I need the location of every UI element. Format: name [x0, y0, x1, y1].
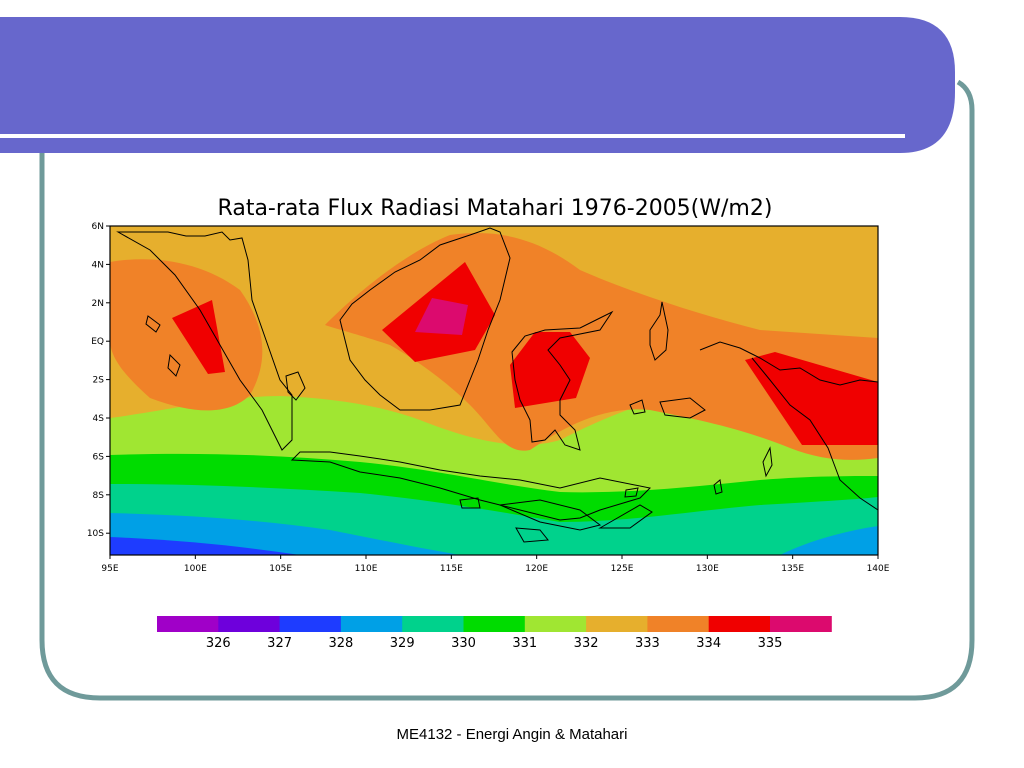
lon-tick-label: 125E — [611, 564, 634, 574]
map-border — [109, 225, 879, 556]
tick-marks — [106, 225, 879, 559]
lon-tick-label: 105E — [269, 564, 292, 574]
lat-tick-label: 6S — [93, 452, 105, 462]
flux-map: 95E 100E 105E 110E 115E 120E 125E 130E 135E 140E … — [87, 222, 890, 574]
band-335-papua — [745, 352, 878, 445]
lat-tick-label: 2N — [92, 299, 104, 309]
legend-label: 327 — [267, 636, 292, 651]
lat-tick-label: 4N — [92, 260, 104, 270]
band-334 — [110, 233, 878, 460]
longitude-labels: 95E 100E 105E 110E 115E 120E 125E 130E 135E 140E — [101, 564, 889, 574]
legend-label: 334 — [696, 636, 721, 651]
lon-tick-label: 130E — [696, 564, 719, 574]
legend-swatch — [279, 616, 342, 632]
map-title: Rata-rata Flux Radiasi Matahari 1976-200… — [218, 196, 773, 221]
legend-swatch — [157, 616, 219, 632]
legend-label: 328 — [328, 636, 353, 651]
legend-swatch — [586, 616, 648, 632]
legend-label: 330 — [451, 636, 476, 651]
header-band — [0, 17, 955, 153]
legend-label: 326 — [206, 636, 231, 651]
legend-label: 335 — [758, 636, 783, 651]
legend-swatch — [218, 616, 281, 632]
lon-tick-label: 120E — [525, 564, 548, 574]
coastlines — [116, 227, 878, 543]
slide-footer: ME4132 - Energi Angin & Matahari — [396, 726, 628, 743]
lon-tick-label: 140E — [867, 564, 890, 574]
legend-label: 331 — [512, 636, 537, 651]
band-335-west — [172, 300, 225, 374]
slide-frame — [39, 79, 975, 701]
lat-tick-label: 4S — [93, 414, 105, 424]
lon-tick-label: 115E — [440, 564, 463, 574]
color-legend: 326 327 328 329 330 331 332 333 334 335 — [157, 616, 832, 651]
lat-tick-label: 2S — [93, 376, 105, 386]
latitude-labels: 6N 4N 2N EQ 2S 4S 6S 8S 10S — [87, 222, 104, 539]
legend-label: 333 — [635, 636, 660, 651]
lon-tick-label: 100E — [184, 564, 207, 574]
lat-tick-label: 8S — [93, 491, 105, 501]
legend-swatch — [524, 616, 587, 632]
legend-swatch — [340, 616, 403, 632]
lat-tick-label: EQ — [91, 337, 104, 347]
band-335-sulawesi — [510, 332, 590, 408]
lat-tick-label: 10S — [87, 529, 104, 539]
legend-swatch — [770, 616, 832, 632]
legend-label: 332 — [574, 636, 599, 651]
legend-swatch — [463, 616, 526, 632]
legend-swatch — [647, 616, 710, 632]
band-328 — [110, 537, 300, 555]
lon-tick-label: 135E — [781, 564, 804, 574]
lon-tick-label: 95E — [101, 564, 118, 574]
band-329 — [110, 513, 878, 555]
lon-tick-label: 110E — [355, 564, 378, 574]
lat-tick-label: 6N — [92, 222, 104, 232]
legend-label: 329 — [390, 636, 415, 651]
legend-swatch — [402, 616, 464, 632]
legend-swatch — [708, 616, 771, 632]
band-336-core — [415, 298, 468, 335]
